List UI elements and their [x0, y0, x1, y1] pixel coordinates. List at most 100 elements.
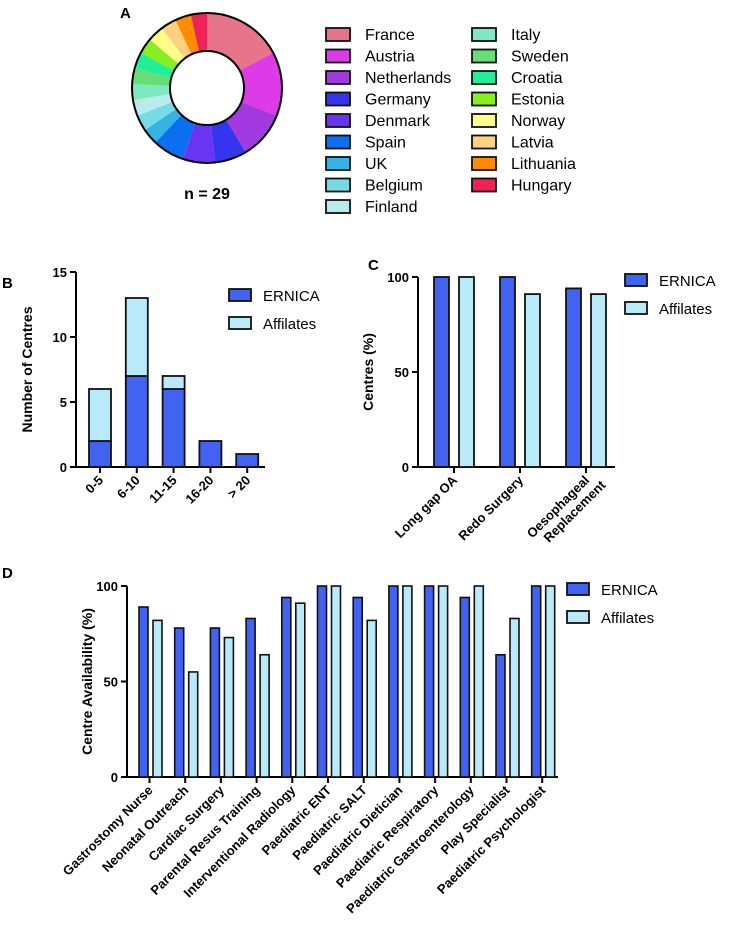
- bar-ernica: [173, 627, 185, 778]
- bar-ernica: [423, 585, 435, 778]
- legend-label-austria: Austria: [365, 49, 415, 66]
- legend-label-denmark: Denmark: [365, 113, 431, 130]
- legend-label-france: France: [365, 27, 415, 44]
- donut-slice-norway: [149, 28, 185, 65]
- donut-slice-sweden: [132, 67, 172, 86]
- legend-swatch-italy: [471, 27, 497, 42]
- x-tick-label: 6-10: [114, 473, 143, 502]
- y-tick-label: 0: [402, 460, 409, 475]
- donut-outer-border: [131, 12, 283, 164]
- legend-label-lithuania: Lithuania: [511, 156, 576, 173]
- legend-label-affilates: Affilates: [659, 301, 712, 318]
- x-tick-label: 11-15: [146, 473, 180, 507]
- y-tick-label: 15: [53, 265, 67, 280]
- bar-ernica: [198, 440, 223, 468]
- legend-label-italy: Italy: [511, 27, 540, 44]
- y-tick-label: 100: [387, 270, 409, 285]
- panel-a: An = 29 France Austria Netherlands Germany De…: [120, 5, 576, 216]
- legend-label-hungary: Hungary: [511, 178, 571, 195]
- legend-label-uk: UK: [365, 156, 388, 173]
- legend-label-affilates: Affilates: [601, 610, 654, 627]
- legend-swatch-affilates: [624, 301, 648, 315]
- legend-label-spain: Spain: [365, 135, 406, 152]
- donut-slice-france: [207, 13, 274, 71]
- legend-label-ernica: ERNICA: [601, 582, 658, 599]
- legend-label-estonia: Estonia: [511, 92, 564, 109]
- x-tick-label: 0-5: [82, 473, 106, 497]
- legend-swatch-belgium: [325, 177, 351, 193]
- legend-swatch-affilates: [566, 610, 590, 624]
- donut-slice-germany: [211, 119, 246, 163]
- bar-affilates: [161, 375, 186, 390]
- legend-swatch-spain: [325, 134, 351, 150]
- y-axis-title: Centres (%): [360, 333, 376, 411]
- bar-affilates: [187, 671, 199, 778]
- bar-ernica: [235, 453, 260, 468]
- legend-swatch-latvia: [471, 134, 497, 150]
- bar-affilates: [509, 617, 520, 778]
- y-axis-title: Number of Centres: [19, 306, 35, 432]
- donut-slice-italy: [132, 83, 171, 101]
- bar-affilates: [152, 619, 163, 778]
- legend-label-ernica: ERNICA: [263, 288, 320, 305]
- legend-label-germany: Germany: [365, 92, 431, 109]
- legend-label-norway: Norway: [511, 113, 565, 130]
- y-axis-title: Centre Availability (%): [79, 608, 95, 755]
- legend-label-latvia: Latvia: [511, 135, 554, 152]
- legend-label-netherlands: Netherlands: [365, 70, 451, 87]
- legend-swatch-ernica: [228, 288, 252, 302]
- x-tick-label-line: Long gap OA: [392, 472, 461, 541]
- donut-slice-netherlands: [226, 101, 277, 153]
- bar-affilates: [259, 653, 270, 778]
- legend-label-sweden: Sweden: [511, 49, 569, 66]
- panel-label: D: [2, 565, 13, 582]
- bar-ernica: [245, 617, 256, 778]
- bar-affilates: [437, 585, 449, 778]
- bar-affilates: [473, 585, 485, 778]
- legend-swatch-norway: [471, 113, 497, 128]
- bar-ernica: [565, 287, 582, 468]
- legend-swatch-uk: [325, 156, 351, 171]
- bar-affilates: [366, 619, 378, 778]
- panel-label: B: [2, 275, 13, 292]
- bar-affilates: [458, 276, 475, 468]
- bar-ernica: [433, 276, 450, 468]
- legend-swatch-croatia: [471, 70, 497, 85]
- legend-swatch-sweden: [471, 48, 497, 64]
- bar-affilates: [124, 297, 149, 377]
- legend-swatch-netherlands: [325, 70, 351, 85]
- legend-swatch-ernica: [624, 273, 648, 287]
- bar-ernica: [280, 596, 292, 778]
- legend-swatch-estonia: [471, 91, 497, 107]
- y-tick-label: 0: [111, 770, 118, 785]
- legend-swatch-finland: [325, 199, 351, 214]
- bar-ernica: [459, 596, 471, 778]
- donut-slice-uk: [144, 108, 182, 143]
- y-tick-label: 50: [395, 365, 409, 380]
- panel-label: C: [368, 257, 379, 274]
- donut-hole: [169, 50, 245, 126]
- donut-slice-spain: [155, 114, 196, 160]
- x-tick-label: Redo Surgery: [455, 472, 526, 543]
- legend-swatch-germany: [325, 91, 351, 107]
- donut-slice-croatia: [134, 52, 175, 79]
- y-tick-label: 5: [60, 395, 67, 410]
- donut-slice-lithuania: [175, 14, 200, 55]
- donut-slice-finland: [132, 93, 173, 116]
- bar-affilates: [294, 602, 306, 778]
- legend-swatch-lithuania: [471, 156, 497, 171]
- legend-label-finland: Finland: [365, 199, 417, 216]
- panel-b: B 0 5 10 15 Number of Centres 0-5 6-10 11-15 16-2…: [2, 265, 320, 507]
- x-tick-label: Long gap OA: [392, 472, 461, 541]
- bar-ernica: [209, 627, 221, 778]
- y-tick-label: 0: [60, 460, 67, 475]
- legend-swatch-france: [325, 27, 351, 42]
- donut-slice-hungary: [190, 13, 207, 52]
- bar-ernica: [161, 388, 186, 468]
- bar-ernica: [530, 585, 542, 778]
- y-tick-label: 100: [96, 579, 118, 594]
- bar-affilates: [223, 636, 235, 778]
